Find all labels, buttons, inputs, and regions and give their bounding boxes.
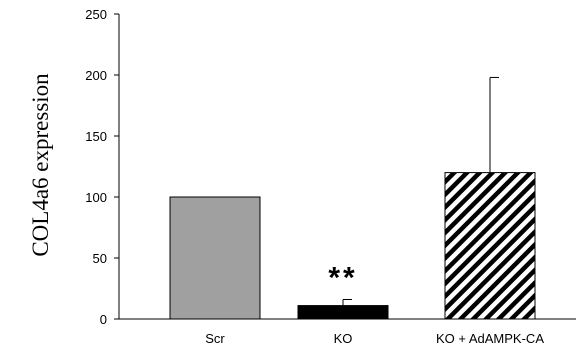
y-tick-label: 250	[85, 7, 107, 22]
y-axis-label: COL4a6 expression	[28, 73, 53, 257]
category-label: KO + AdAMPK-CA	[436, 331, 544, 346]
error-bars	[342, 76, 499, 306]
category-label: KO	[334, 331, 353, 346]
bars	[169, 172, 536, 320]
bar	[444, 172, 536, 320]
bar	[297, 305, 389, 320]
bar	[169, 196, 261, 320]
category-label: Scr	[205, 331, 225, 346]
labels: Scr KO KO + AdAMPK-CA **	[205, 261, 544, 346]
y-tick-label: 0	[100, 312, 107, 327]
y-tick-label: 100	[85, 190, 107, 205]
y-tick-label: 150	[85, 129, 107, 144]
y-tick-label: 200	[85, 68, 107, 83]
y-tick-label: 50	[93, 251, 107, 266]
significance-annotation: **	[328, 261, 357, 294]
